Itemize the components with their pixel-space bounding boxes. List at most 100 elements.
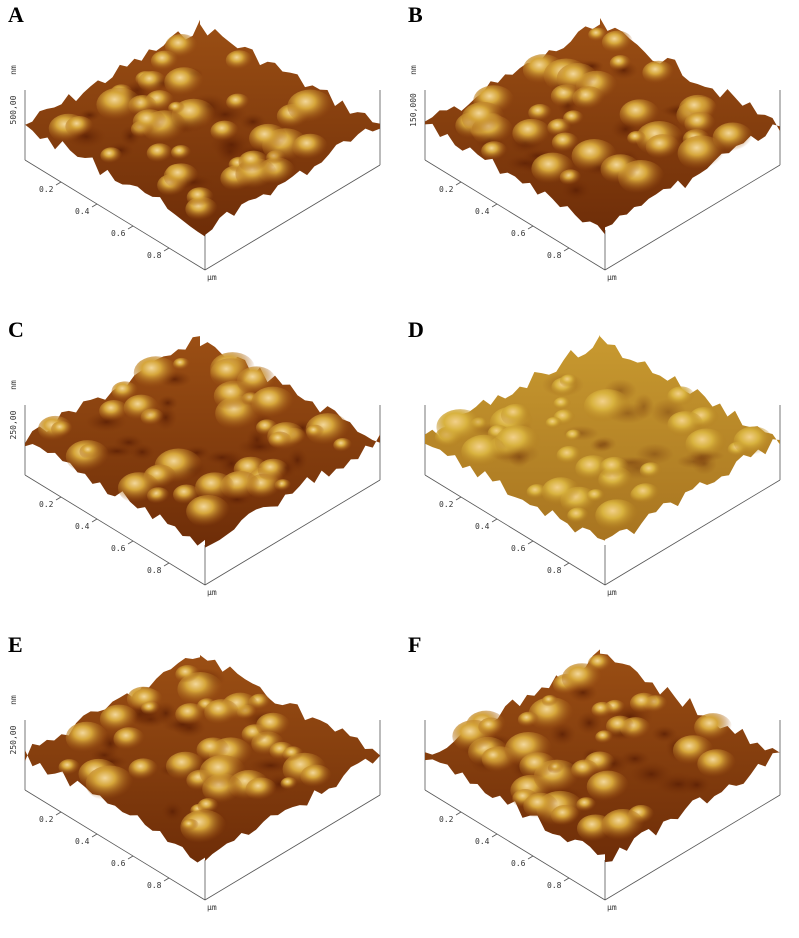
panel-label: B — [408, 2, 423, 27]
surface-grain — [175, 703, 206, 726]
z-axis-label: 150,000 — [409, 93, 418, 127]
x-axis-unit: µm — [607, 903, 617, 912]
surface-grain — [678, 135, 725, 171]
surface-grain — [501, 404, 531, 427]
surface-grain — [113, 727, 144, 750]
surface-grain — [147, 143, 173, 163]
surface-grain — [173, 358, 190, 371]
tick-mark — [492, 519, 497, 522]
x-tick-label: 0.4 — [75, 522, 90, 531]
surface-grain — [165, 34, 198, 59]
tick-mark — [492, 834, 497, 837]
surface-grain — [627, 131, 646, 145]
z-axis-label: 500,00 — [9, 95, 18, 124]
surface-pit — [635, 443, 673, 464]
surface-grain — [118, 472, 160, 504]
surface-grain — [79, 444, 100, 460]
surface-grain — [563, 110, 584, 126]
surface-grain — [99, 400, 128, 422]
x-tick-label: 0.2 — [39, 185, 54, 194]
surface-grain — [560, 374, 578, 387]
x-tick-label: 0.4 — [475, 207, 490, 216]
z-axis-unit: nm — [9, 695, 18, 705]
surface-grain — [256, 713, 290, 739]
panel-label: F — [408, 632, 421, 657]
surface-grain — [164, 163, 199, 189]
tick-mark — [128, 541, 133, 544]
surface-grain — [632, 483, 660, 504]
surface-grain — [210, 121, 238, 142]
z-axis-unit: nm — [9, 65, 18, 75]
tick-mark — [56, 497, 61, 500]
surface-grain — [249, 124, 288, 153]
x-tick-label: 0.6 — [511, 859, 526, 868]
x-tick-label: 0.2 — [39, 815, 54, 824]
surface-grain — [518, 712, 539, 728]
surface-grain — [684, 112, 715, 135]
surface-grain — [100, 147, 122, 163]
surface-grain — [606, 716, 634, 737]
x-tick-label: 0.2 — [439, 185, 454, 194]
tick-mark — [92, 204, 97, 207]
surface-grain — [571, 760, 598, 781]
surface-grain — [531, 153, 574, 185]
afm-panel: D0.20.40.60.8µm — [408, 317, 780, 597]
surface-grain — [542, 695, 558, 707]
surface-grain — [65, 116, 93, 137]
surface-grain — [333, 438, 352, 452]
surface-grain — [133, 109, 167, 134]
surface-pit — [630, 761, 673, 786]
x-tick-label: 0.4 — [475, 837, 490, 846]
x-axis-unit: µm — [207, 273, 217, 282]
x-tick-label: 0.2 — [439, 500, 454, 509]
surface-grain — [226, 50, 253, 70]
tick-mark — [456, 182, 461, 185]
surface-grain — [226, 94, 249, 112]
x-tick-label: 0.8 — [547, 251, 562, 260]
surface-grain — [512, 119, 551, 148]
x-tick-label: 0.6 — [511, 544, 526, 553]
surface-grain — [557, 446, 582, 465]
surface-grain — [283, 746, 304, 762]
surface-grain — [588, 28, 607, 42]
tick-mark — [564, 563, 569, 566]
surface-grain — [576, 797, 596, 812]
surface-grain — [239, 151, 269, 174]
afm-figure: A500,00nm0.20.40.60.8µmB150,000nm0.20.40… — [0, 0, 799, 938]
tick-mark — [92, 519, 97, 522]
surface-grain — [642, 61, 674, 85]
tick-mark — [564, 878, 569, 881]
x-tick-label: 0.8 — [547, 881, 562, 890]
x-tick-label: 0.6 — [111, 544, 126, 553]
surface-grain — [187, 187, 214, 207]
x-tick-label: 0.8 — [547, 566, 562, 575]
surface-grain — [138, 71, 166, 92]
x-axis-unit: µm — [207, 588, 217, 597]
surface-pit — [161, 801, 184, 823]
surface-grain — [195, 472, 235, 502]
surface-grain — [292, 134, 327, 161]
z-axis-label: 250,00 — [9, 410, 18, 439]
surface-grain — [258, 459, 289, 482]
tick-mark — [456, 812, 461, 815]
tick-mark — [164, 248, 169, 251]
surface-grain — [306, 425, 324, 439]
z-axis-label: 250,00 — [9, 725, 18, 754]
surface-grain — [694, 713, 732, 742]
x-tick-label: 0.6 — [111, 859, 126, 868]
surface-grain — [553, 397, 571, 410]
panel-label: D — [408, 317, 424, 342]
surface-grain — [182, 819, 199, 832]
tick-mark — [492, 204, 497, 207]
tick-mark — [92, 834, 97, 837]
surface-grain — [246, 777, 277, 801]
surface-grain — [51, 421, 72, 437]
surface-grain — [287, 90, 333, 124]
tick-mark — [528, 856, 533, 859]
x-tick-label: 0.8 — [147, 566, 162, 575]
surface-grain — [59, 759, 81, 775]
surface-grain — [572, 139, 617, 173]
afm-panel: F0.20.40.60.8µm — [408, 632, 780, 912]
